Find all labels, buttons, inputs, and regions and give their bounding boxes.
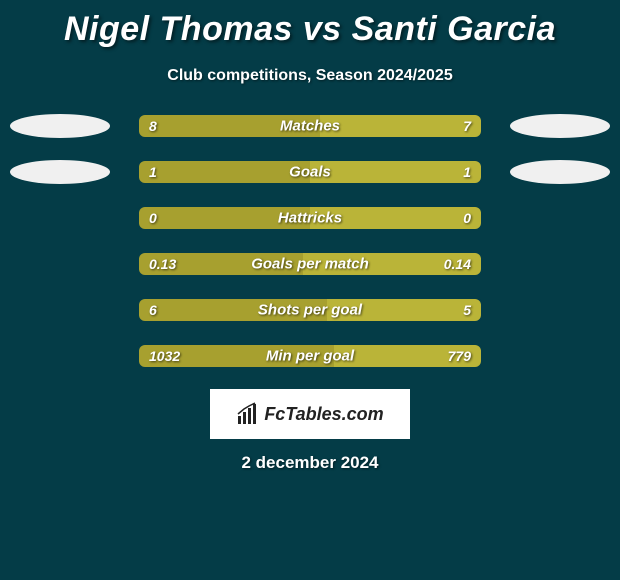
chart-icon [236,402,260,426]
stat-value-left: 8 [149,118,157,134]
placeholder [10,206,110,230]
placeholder [510,252,610,276]
page-title: Nigel Thomas vs Santi Garcia [0,0,620,49]
bar-segment-left [139,161,310,183]
logo-box: FcTables.com [210,389,410,439]
stat-label: Goals [289,164,331,181]
placeholder [510,344,610,368]
stat-value-right: 0 [463,210,471,226]
stat-value-right: 5 [463,302,471,318]
placeholder [510,206,610,230]
bar-segment-right [310,161,481,183]
placeholder [510,298,610,322]
stat-bar: 6 5 Shots per goal [137,297,483,323]
stat-bar: 0.13 0.14 Goals per match [137,251,483,277]
stat-bar: 8 7 Matches [137,113,483,139]
stat-value-right: 0.14 [444,256,471,272]
stat-value-right: 7 [463,118,471,134]
placeholder [10,252,110,276]
stat-label: Goals per match [251,256,369,273]
bar-segment-right [320,115,481,137]
placeholder [10,298,110,322]
stat-value-left: 0 [149,210,157,226]
stat-row: 8 7 Matches [10,113,610,139]
stat-row: 0.13 0.14 Goals per match [10,251,610,277]
stat-bar: 0 0 Hattricks [137,205,483,231]
player-ellipse-right [510,114,610,138]
stat-row: 0 0 Hattricks [10,205,610,231]
stat-value-left: 1 [149,164,157,180]
stat-row: 6 5 Shots per goal [10,297,610,323]
player-ellipse-right [510,160,610,184]
stat-value-right: 779 [448,348,471,364]
stat-value-right: 1 [463,164,471,180]
placeholder [10,344,110,368]
date: 2 december 2024 [0,453,620,473]
subtitle: Club competitions, Season 2024/2025 [0,67,620,85]
stat-label: Shots per goal [258,302,362,319]
stat-label: Hattricks [278,210,342,227]
player-ellipse-left [10,160,110,184]
player-ellipse-left [10,114,110,138]
stat-bar: 1 1 Goals [137,159,483,185]
stat-label: Matches [280,118,340,135]
stat-row: 1032 779 Min per goal [10,343,610,369]
stat-label: Min per goal [266,348,354,365]
stats-container: 8 7 Matches 1 1 Goals 0 0 Hattricks 0.13 0.14 Goals… [0,113,620,369]
stat-bar: 1032 779 Min per goal [137,343,483,369]
logo-text: FcTables.com [264,404,383,425]
stat-row: 1 1 Goals [10,159,610,185]
stat-value-left: 1032 [149,348,180,364]
stat-value-left: 0.13 [149,256,176,272]
stat-value-left: 6 [149,302,157,318]
